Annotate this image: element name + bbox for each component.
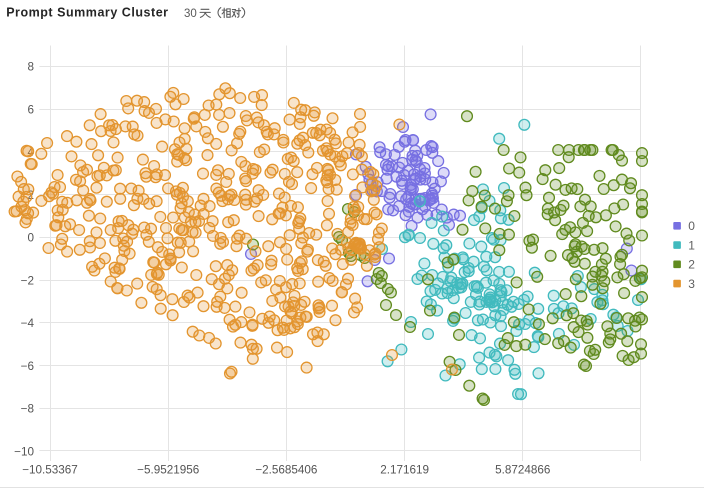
svg-text:2.171619: 2.171619 [380,463,429,476]
svg-text:−2: −2 [21,274,34,287]
svg-text:0: 0 [27,232,34,245]
svg-text:−2.5685406: −2.5685406 [255,463,317,476]
svg-text:−8: −8 [21,403,34,416]
svg-text:2: 2 [27,189,34,202]
svg-text:−10.53367: −10.53367 [22,463,78,476]
svg-text:2: 2 [688,258,695,272]
svg-text:−5.9521956: −5.9521956 [137,463,199,476]
svg-text:−4: −4 [21,317,35,330]
svg-text:−10: −10 [14,445,34,458]
svg-text:8: 8 [27,61,34,74]
svg-text:3: 3 [688,277,695,291]
svg-text:0: 0 [688,219,695,233]
svg-text:6: 6 [27,103,34,116]
svg-text:30: 30 [184,8,197,20]
svg-text:1: 1 [688,238,695,252]
svg-text:5.8724866: 5.8724866 [495,463,550,476]
svg-text:Prompt Summary Cluster: Prompt Summary Cluster [6,5,168,19]
svg-text:−6: −6 [21,360,34,373]
svg-text:4: 4 [27,146,34,159]
